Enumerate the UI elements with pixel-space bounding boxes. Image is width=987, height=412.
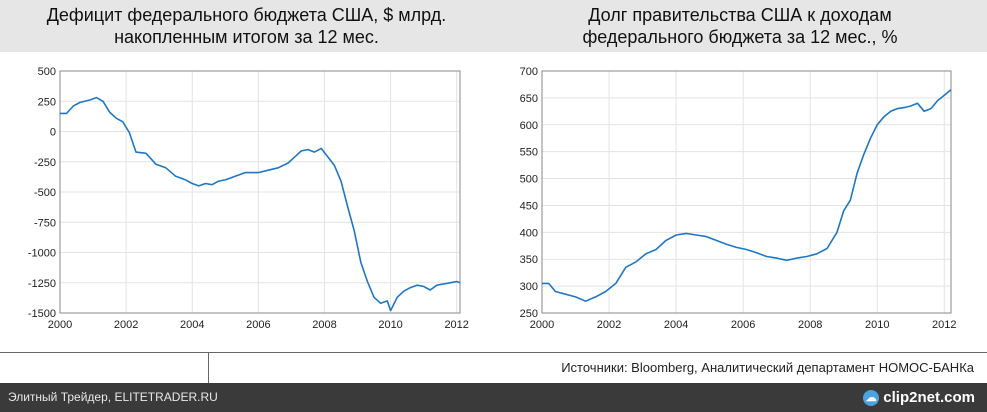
- x-tick-label: 2010: [865, 319, 889, 331]
- left-chart-title: Дефицит федерального бюджета США, $ млрд…: [0, 1, 493, 51]
- y-tick-label: 600: [520, 120, 538, 132]
- y-tick-label: 500: [520, 174, 538, 186]
- x-tick-label: 2008: [312, 319, 336, 331]
- right-title-line1: Долг правительства США к доходам: [588, 5, 892, 25]
- x-tick-label: 2000: [530, 319, 554, 331]
- y-tick-label: -750: [34, 217, 56, 229]
- x-tick-label: 2010: [378, 319, 402, 331]
- x-tick-label: 2012: [932, 319, 956, 331]
- x-tick-label: 2006: [731, 319, 755, 331]
- left-title-line1: Дефицит федерального бюджета США, $ млрд…: [46, 5, 447, 25]
- y-tick-label: 500: [38, 66, 56, 78]
- footer-bar: Элитный Трейдер, ELITETRADER.RU ☁ clip2n…: [0, 383, 987, 412]
- y-tick-label: -250: [34, 157, 56, 169]
- left-title-line2: накопленным итогом за 12 мес.: [114, 27, 379, 47]
- right-title-line2: федерального бюджета за 12 мес., %: [582, 27, 898, 47]
- y-tick-label: -1250: [28, 278, 56, 290]
- source-note: Источники: Bloomberg, Аналитический депа…: [561, 360, 974, 375]
- y-tick-label: -1500: [28, 308, 56, 320]
- y-tick-label: -500: [34, 187, 56, 199]
- series-line: [542, 89, 952, 302]
- y-tick-label: 350: [520, 254, 538, 266]
- y-tick-label: 400: [520, 227, 538, 239]
- y-tick-label: 300: [520, 281, 538, 293]
- x-tick-label: 2004: [664, 319, 688, 331]
- footer-site-text[interactable]: Элитный Трейдер, ELITETRADER.RU: [8, 390, 218, 404]
- y-tick-label: 250: [520, 308, 538, 320]
- logo-text: clip2net.com: [883, 389, 975, 406]
- bottom-divider: [0, 352, 987, 353]
- title-band: [0, 0, 987, 52]
- x-tick-label: 2000: [48, 319, 72, 331]
- x-tick-label: 2004: [180, 319, 204, 331]
- y-tick-label: 0: [50, 127, 56, 139]
- plot-frame: [59, 70, 461, 314]
- clip2net-logo[interactable]: ☁ clip2net.com: [863, 387, 975, 408]
- source-divider: [208, 352, 209, 383]
- x-tick-label: 2006: [246, 319, 270, 331]
- right-chart-title: Долг правительства США к доходам федерал…: [493, 1, 987, 51]
- plot-frame: [541, 70, 952, 314]
- x-tick-label: 2012: [444, 319, 468, 331]
- y-tick-label: 700: [520, 66, 538, 78]
- y-tick-label: 550: [520, 147, 538, 159]
- y-tick-label: 250: [38, 96, 56, 108]
- x-tick-label: 2008: [798, 319, 822, 331]
- y-tick-label: 650: [520, 93, 538, 105]
- cloud-icon: ☁: [863, 389, 880, 406]
- y-tick-label: 450: [520, 200, 538, 212]
- x-tick-label: 2002: [114, 319, 138, 331]
- series-line: [60, 96, 461, 312]
- x-tick-label: 2002: [597, 319, 621, 331]
- y-tick-label: -1000: [28, 248, 56, 260]
